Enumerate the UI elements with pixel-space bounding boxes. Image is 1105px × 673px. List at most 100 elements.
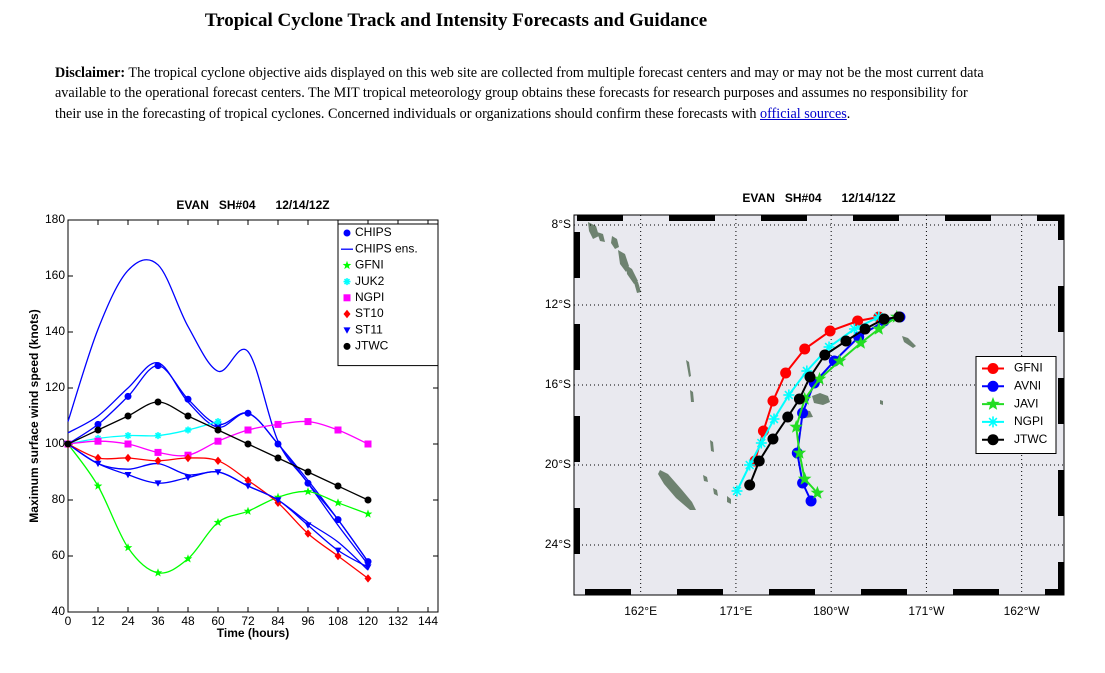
- marker: [987, 380, 999, 392]
- x-axis-label: Time (hours): [217, 626, 289, 640]
- marker-stroke: [769, 414, 779, 424]
- disclaimer-label: Disclaimer:: [55, 65, 126, 81]
- marker-stroke: [849, 324, 859, 334]
- marker: [123, 543, 133, 552]
- x-tick-label: 96: [301, 614, 315, 628]
- marker: [304, 522, 312, 529]
- marker: [273, 492, 283, 501]
- y-tick-label: 160: [45, 268, 65, 282]
- legend-label: CHIPS: [355, 225, 392, 239]
- marker: [183, 554, 193, 563]
- marker: [64, 440, 72, 448]
- marker: [343, 327, 351, 334]
- marker: [342, 260, 352, 270]
- marker: [124, 472, 132, 479]
- official-sources-link[interactable]: official sources: [759, 105, 847, 122]
- marker: [986, 397, 1000, 410]
- marker: [244, 476, 252, 485]
- legend-label: GFNI: [355, 258, 384, 272]
- y-tick-label: 40: [52, 604, 66, 618]
- marker: [878, 313, 890, 325]
- marker: [214, 426, 222, 434]
- x-tick-label: 162°E: [624, 604, 657, 618]
- legend-box: [337, 223, 439, 367]
- marker: [364, 496, 372, 504]
- marker: [343, 309, 351, 319]
- island: [803, 378, 830, 418]
- marker: [793, 393, 805, 405]
- marker: [303, 487, 313, 496]
- marker: [854, 335, 868, 349]
- marker: [797, 471, 812, 485]
- marker: [753, 455, 765, 467]
- marker: [819, 349, 831, 361]
- marker: [343, 342, 351, 350]
- x-tick-label: 36: [151, 614, 165, 628]
- marker: [824, 325, 836, 337]
- island: [703, 475, 731, 504]
- marker: [274, 420, 282, 428]
- marker: [184, 453, 192, 463]
- y-tick-label: 12°S: [545, 297, 571, 311]
- x-tick-label: 162°W: [1004, 604, 1041, 618]
- marker: [744, 479, 756, 491]
- marker-stroke: [214, 418, 222, 425]
- y-axis-label: Maximum surface wind speed (knots): [27, 309, 41, 522]
- marker-stroke: [343, 278, 351, 285]
- legend-label: JTWC: [355, 339, 389, 353]
- y-tick-label: 80: [52, 492, 66, 506]
- marker: [783, 389, 795, 401]
- marker-stroke: [745, 460, 755, 470]
- x-tick-label: 12: [91, 614, 105, 628]
- marker: [799, 343, 811, 355]
- map-frame-bands: [574, 215, 1064, 595]
- marker: [343, 229, 351, 237]
- marker: [334, 551, 342, 561]
- marker-stroke: [184, 426, 192, 434]
- y-tick-label: 140: [45, 324, 65, 338]
- y-tick-label: 20°S: [545, 457, 571, 471]
- marker: [832, 353, 847, 367]
- y-tick-label: 180: [45, 212, 65, 226]
- marker: [184, 474, 192, 482]
- marker: [872, 321, 886, 335]
- marker: [792, 445, 807, 459]
- legend-label: JTWC: [1014, 432, 1048, 446]
- x-tick-label: 180°W: [813, 604, 850, 618]
- marker: [94, 420, 102, 428]
- marker: [755, 437, 767, 449]
- legend-label: NGPI: [355, 290, 384, 304]
- marker: [304, 418, 312, 426]
- island: [686, 360, 714, 452]
- marker: [244, 426, 252, 434]
- marker-stroke: [988, 417, 998, 427]
- marker: [154, 480, 162, 487]
- marker: [124, 453, 132, 463]
- marker: [244, 440, 252, 448]
- marker: [334, 482, 342, 490]
- legend-label: CHIPS ens.: [355, 241, 418, 255]
- disclaimer-text: The tropical cyclone objective aids disp…: [55, 65, 984, 122]
- marker: [244, 483, 252, 490]
- island: [658, 470, 696, 510]
- y-tick-label: 24°S: [545, 537, 571, 551]
- marker: [810, 485, 825, 499]
- y-tick-label: 120: [45, 380, 65, 394]
- track-line: [795, 316, 898, 494]
- x-tick-label: 48: [181, 614, 195, 628]
- marker: [93, 481, 103, 490]
- marker: [124, 440, 132, 448]
- marker: [94, 453, 102, 463]
- x-tick-label: 24: [121, 614, 135, 628]
- marker: [334, 547, 342, 554]
- marker: [804, 371, 816, 383]
- x-tick-label: 60: [211, 614, 225, 628]
- legend-label: ST10: [355, 306, 384, 320]
- legend-label: JUK2: [355, 274, 385, 288]
- page-title: Tropical Cyclone Track and Intensity For…: [204, 10, 708, 31]
- disclaimer-end: .: [846, 105, 851, 122]
- marker: [364, 440, 372, 448]
- marker: [184, 426, 192, 434]
